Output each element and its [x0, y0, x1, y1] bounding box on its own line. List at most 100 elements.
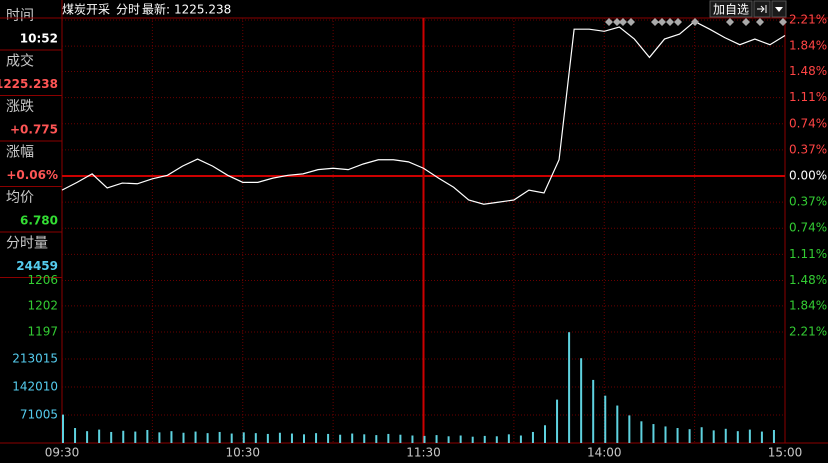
volume-bar [483, 435, 486, 443]
volume-bar [266, 433, 269, 443]
exit-icon [757, 5, 767, 13]
event-markers [605, 18, 787, 26]
latest-label: 最新: [142, 2, 170, 17]
volume-bar [688, 429, 691, 443]
y-tick-label: 0.74% [789, 116, 827, 130]
volume-bar [423, 435, 426, 443]
info-value: 10:52 [20, 32, 58, 46]
volume-bar [640, 421, 643, 443]
x-tick-label: 14:00 [587, 446, 622, 460]
volume-bar [327, 433, 330, 443]
y-tick-label: 0.37% [789, 142, 827, 156]
x-tick-label: 10:30 [225, 446, 260, 460]
info-label: 分时量 [6, 236, 48, 252]
info-value: 24459 [16, 259, 58, 273]
add-watchlist-label[interactable]: 加自选 [713, 3, 749, 17]
volume-bar [110, 431, 113, 443]
volume-bar [98, 429, 101, 443]
y-tick-label: 0.00% [789, 169, 827, 183]
chart-mode: 分时 [116, 3, 140, 17]
volume-bar [146, 429, 149, 443]
volume-bar [664, 426, 667, 443]
volume-bar [519, 435, 522, 443]
volume-bar [290, 433, 293, 443]
price-line [61, 20, 786, 205]
info-label: 均价 [6, 190, 34, 206]
volume-bar [278, 432, 281, 443]
volume-bar [652, 424, 655, 443]
volume-bar [62, 414, 64, 443]
volume-bar [158, 432, 161, 443]
volume-bar [194, 431, 197, 443]
volume-bar [556, 399, 559, 443]
y-tick-label: 1.48% [789, 273, 827, 287]
volume-bar [170, 431, 173, 443]
volume-bar [182, 432, 185, 443]
volume-tick-label: 142010 [12, 380, 58, 394]
y2-tick-label: 1202 [27, 299, 58, 313]
volume-bar [736, 431, 739, 443]
info-label: 成交 [6, 53, 34, 70]
info-value: +0.775 [10, 123, 58, 137]
y2-tick-label: 1206 [27, 273, 58, 287]
volume-bar [580, 358, 583, 443]
menu-icon [775, 7, 783, 12]
volume-bar [748, 429, 751, 443]
x-tick-label: 15:00 [768, 446, 803, 460]
volume-bar [447, 436, 450, 443]
y-tick-label: 1.11% [789, 90, 827, 104]
info-value: 6.780 [20, 214, 58, 228]
volume-bar [435, 435, 438, 443]
volume-bar [616, 405, 619, 443]
volume-bar [242, 432, 245, 443]
add-watchlist-button[interactable] [709, 0, 753, 18]
y2-tick-label: 1197 [27, 325, 58, 339]
volume-bar [628, 415, 631, 443]
volume-bar [74, 428, 77, 443]
info-label: 涨跌 [6, 99, 34, 115]
y-tick-label: 1.84% [789, 298, 827, 312]
volume-bar [568, 332, 571, 443]
volume-bar [399, 434, 402, 443]
volume-tick-label: 213015 [12, 352, 58, 366]
info-label: 涨幅 [6, 145, 34, 161]
y-tick-label: 1.11% [789, 247, 827, 261]
volume-bar [351, 433, 354, 443]
volume-bar [676, 428, 679, 443]
info-value: +0.06% [6, 168, 58, 182]
volume-bar [303, 434, 305, 443]
y-tick-label: 0.74% [789, 221, 827, 235]
volume-bar [206, 433, 209, 443]
volume-bar [507, 434, 510, 443]
volume-bar [700, 427, 703, 443]
y-tick-label: 1.84% [789, 39, 827, 53]
x-tick-label: 11:30 [406, 446, 441, 460]
x-tick-label: 09:30 [45, 446, 80, 460]
volume-bar [459, 435, 462, 443]
volume-bar [604, 395, 607, 443]
info-value: 1225.238 [0, 77, 58, 91]
volume-bar [712, 430, 715, 443]
volume-bar [544, 425, 546, 443]
volume-bar [86, 431, 89, 443]
volume-bar [471, 436, 474, 443]
volume-bar [495, 436, 498, 443]
volume-bar [772, 429, 775, 443]
volume-bar [315, 433, 318, 443]
volume-bar [230, 433, 233, 443]
info-label: 时间 [6, 8, 34, 24]
y-tick-label: 0.37% [789, 195, 827, 209]
volume-bar [387, 433, 390, 443]
volume-bar [339, 434, 342, 443]
latest-price: 1225.238 [174, 3, 231, 17]
volume-bar [531, 431, 534, 443]
y-tick-label: 2.21% [789, 13, 827, 27]
volume-bar [411, 435, 414, 443]
volume-bar [724, 428, 727, 443]
y-tick-label: 1.48% [789, 64, 827, 78]
volume-bar [363, 434, 366, 443]
volume-bar [254, 433, 257, 443]
volume-tick-label: 71005 [20, 408, 58, 422]
